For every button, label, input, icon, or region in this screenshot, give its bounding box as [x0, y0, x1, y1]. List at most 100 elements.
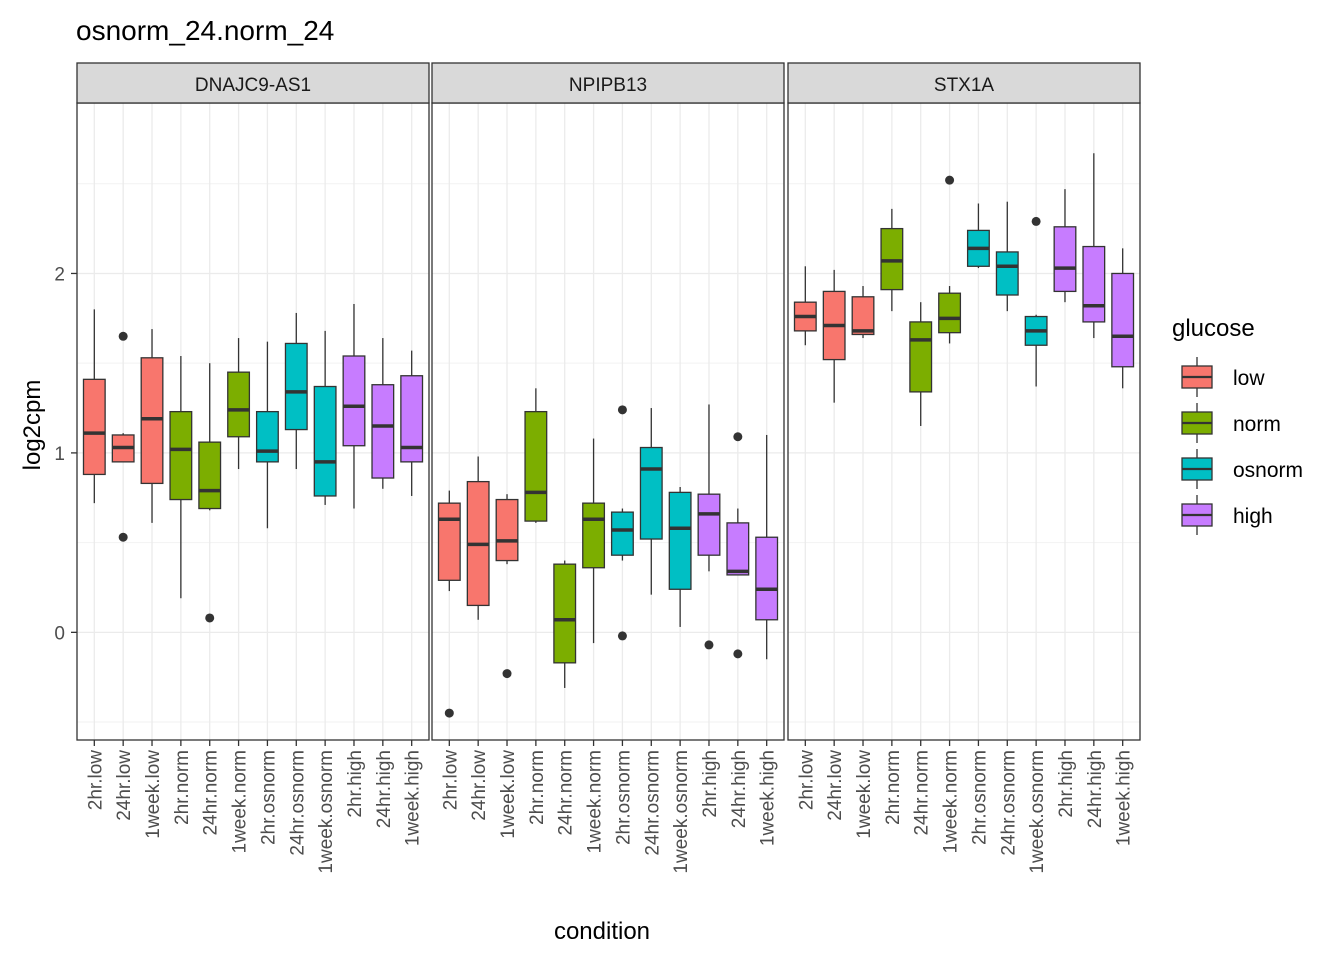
box-body — [284, 342, 308, 431]
facet-panel: DNAJC9-AS1 2hr.low 24hr.low 1week.low 2hr.no… — [54, 62, 430, 874]
x-tick-label: 2hr.high — [345, 750, 366, 818]
box-body — [553, 563, 577, 664]
legend-entry-norm: norm — [1181, 403, 1281, 443]
box-1week.low — [495, 494, 519, 679]
box-1week.norm — [582, 438, 606, 644]
box-body — [995, 251, 1019, 296]
x-tick-label: 1week.norm — [585, 750, 606, 854]
box-24hr.osnorm — [995, 201, 1019, 312]
x-tick-label: 2hr.norm — [172, 750, 193, 825]
box-24hr.norm — [198, 363, 222, 623]
x-tick-label: 1week.high — [1114, 750, 1135, 846]
box-body — [400, 375, 424, 463]
box-24hr.osnorm — [284, 312, 308, 470]
box-body — [169, 410, 193, 501]
y-tick-label: 1 — [54, 444, 65, 465]
box-2hr.osnorm — [610, 405, 634, 641]
box-2hr.high — [697, 404, 721, 650]
x-tick-label: 24hr.norm — [556, 750, 577, 836]
facet-strip — [431, 62, 785, 104]
x-tick-label: 2hr.high — [1056, 750, 1077, 818]
box-1week.norm — [227, 338, 251, 470]
facet-strip-label: NPIPB13 — [569, 75, 647, 96]
box-body — [697, 493, 721, 556]
x-tick-label: 24hr.low — [469, 750, 490, 821]
box-2hr.low — [437, 490, 461, 718]
x-tick-label: 24hr.osnorm — [642, 750, 663, 856]
box-2hr.osnorm — [255, 341, 279, 529]
box-body — [1082, 245, 1106, 323]
x-tick-label: 24hr.high — [1085, 750, 1106, 828]
box-24hr.high — [1082, 153, 1106, 339]
box-body — [909, 321, 933, 393]
x-tick-label: 2hr.high — [700, 750, 721, 818]
box-1week.high — [755, 434, 779, 660]
x-tick-label: 1week.norm — [230, 750, 251, 854]
box-body — [1111, 272, 1135, 368]
box-body — [938, 292, 962, 334]
x-tick-label: 2hr.osnorm — [613, 750, 634, 845]
box-body — [610, 511, 634, 556]
x-tick-label: 2hr.norm — [527, 750, 548, 825]
outlier-point — [1031, 216, 1041, 226]
box-2hr.low — [82, 309, 106, 504]
box-2hr.norm — [524, 388, 548, 523]
legend: glucose low norm osnorm high — [1172, 315, 1303, 535]
x-tick-label: 24hr.osnorm — [998, 750, 1019, 856]
box-1week.low — [140, 329, 164, 523]
x-tick-label: 1week.low — [143, 750, 164, 839]
legend-entries: low norm osnorm high — [1181, 357, 1303, 535]
box-2hr.osnorm — [966, 203, 990, 269]
x-tick-label: 2hr.osnorm — [969, 750, 990, 845]
panel-background — [77, 103, 429, 740]
y-tick-label: 0 — [54, 623, 65, 644]
legend-entry-osnorm: osnorm — [1181, 449, 1303, 489]
box-body — [668, 491, 692, 590]
box-body — [342, 355, 366, 447]
x-tick-label: 1week.low — [498, 750, 519, 839]
box-body — [880, 227, 904, 291]
outlier-point — [502, 669, 512, 679]
facet-strip-label: DNAJC9-AS1 — [195, 75, 311, 96]
x-tick-label: 24hr.high — [374, 750, 395, 828]
legend-title: glucose — [1172, 315, 1255, 342]
box-body — [227, 371, 251, 438]
y-tick-label: 2 — [54, 264, 65, 285]
x-tick-label: 2hr.osnorm — [258, 750, 279, 845]
facet-panel: NPIPB13 2hr.low 24hr.low 1week.low 2hr.norm 2… — [431, 62, 785, 874]
outlier-point — [617, 405, 627, 415]
x-tick-label: 1week.high — [403, 750, 424, 846]
box-body — [524, 410, 548, 522]
box-body — [755, 536, 779, 621]
facet-strip-label: STX1A — [934, 75, 995, 96]
x-axis-label: condition — [554, 918, 650, 945]
outlier-point — [733, 432, 743, 442]
box-body — [851, 296, 875, 336]
legend-label: norm — [1233, 413, 1281, 436]
outlier-point — [617, 631, 627, 641]
facet-panel: STX1A 2hr.low 24hr.low 1week.low 2hr.norm 24h… — [787, 62, 1141, 874]
x-tick-label: 24hr.norm — [201, 750, 222, 836]
outlier-point — [118, 331, 128, 341]
outlier-point — [205, 613, 215, 623]
facet-strip — [76, 62, 430, 104]
outlier-point — [704, 640, 714, 650]
x-tick-label: 1week.osnorm — [1027, 750, 1048, 874]
box-1week.high — [1111, 248, 1135, 389]
x-tick-label: 24hr.high — [729, 750, 750, 828]
box-2hr.norm — [169, 356, 193, 599]
outlier-point — [118, 532, 128, 542]
legend-label: low — [1233, 367, 1265, 390]
x-tick-label: 24hr.osnorm — [287, 750, 308, 856]
chart-title: osnorm_24.norm_24 — [76, 15, 334, 46]
box-1week.low — [851, 286, 875, 339]
box-body — [726, 522, 750, 576]
y-axis-label: log2cpm — [19, 380, 46, 471]
box-24hr.high — [371, 338, 395, 489]
box-body — [582, 502, 606, 569]
box-1week.norm — [938, 175, 962, 344]
box-1week.high — [400, 350, 424, 496]
outlier-point — [945, 175, 955, 185]
panel-background — [788, 103, 1140, 740]
